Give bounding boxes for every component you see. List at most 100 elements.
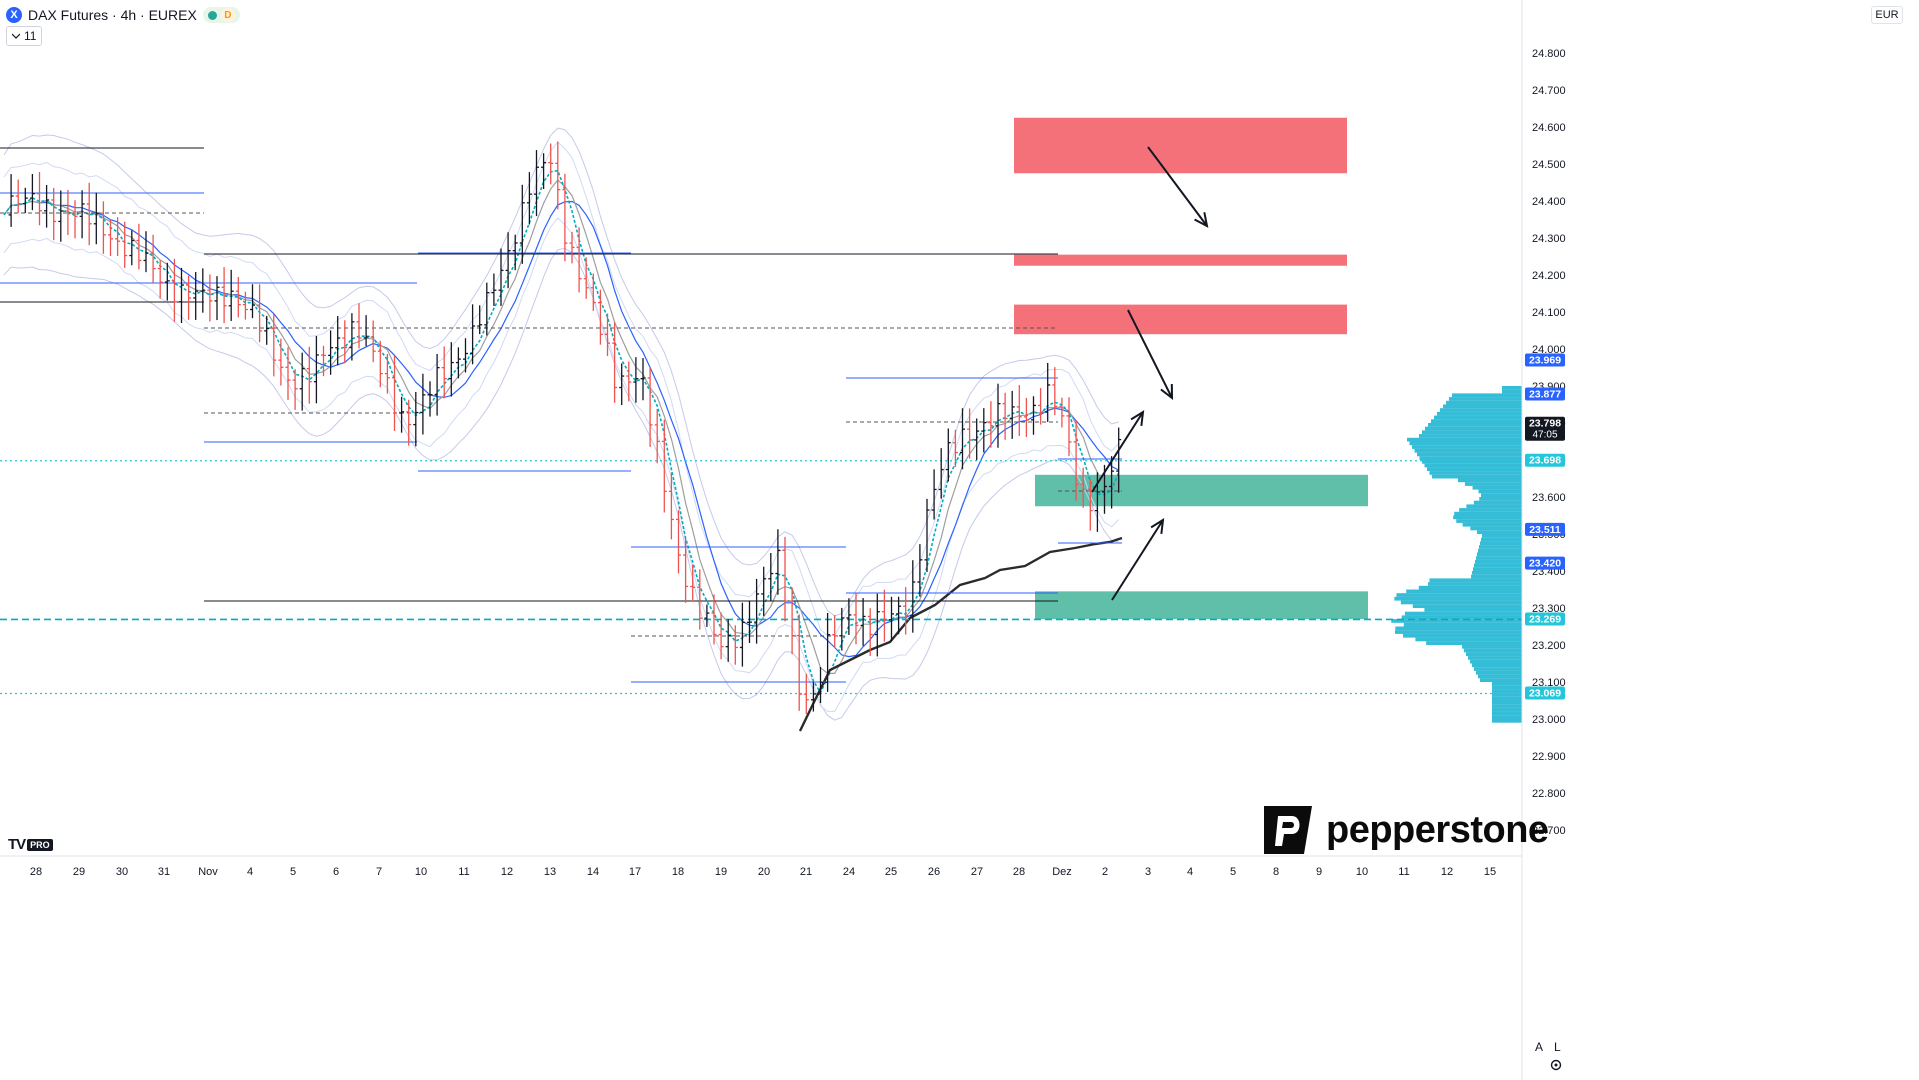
volume-bar (1418, 585, 1522, 590)
volume-bar (1425, 426, 1522, 431)
indicators-count: 11 (24, 29, 37, 43)
volume-bar (1474, 563, 1522, 568)
volume-bar (1432, 474, 1522, 479)
volume-bar (1422, 460, 1522, 464)
projection-arrow (1091, 411, 1144, 493)
volume-bar (1396, 593, 1522, 597)
volume-bar (1428, 582, 1522, 586)
volume-bar (1476, 556, 1522, 560)
date-tick-label: 28 (1013, 866, 1025, 878)
arrow-head (1194, 212, 1209, 228)
market-status[interactable]: D (202, 7, 240, 23)
volume-bar (1429, 578, 1522, 583)
date-tick-label: 18 (672, 866, 684, 878)
log-scale-button[interactable]: L (1554, 1040, 1561, 1054)
volume-bar (1414, 448, 1522, 453)
chart-title[interactable]: DAX Futures · 4h · EUREX (28, 7, 197, 23)
currency-button[interactable]: EUR (1871, 6, 1903, 24)
volume-bar (1443, 404, 1522, 409)
date-tick-label: 26 (928, 866, 940, 878)
volume-bar (1466, 652, 1522, 657)
volume-bar (1456, 519, 1522, 523)
auto-scale-button[interactable]: A (1535, 1040, 1544, 1054)
volume-bar (1468, 656, 1522, 660)
volume-bar (1437, 411, 1522, 416)
price-badge-label: 23.798 (1529, 418, 1561, 430)
date-tick-label: 29 (73, 866, 85, 878)
symbol-icon[interactable]: X (6, 7, 22, 23)
date-tick-label: 10 (415, 866, 427, 878)
price-badge-label: 23.511 (1529, 524, 1561, 536)
price-tick-label: 24.100 (1532, 307, 1566, 319)
supply-zone (1014, 254, 1347, 266)
gear-icon[interactable] (1549, 1058, 1563, 1072)
volume-bar (1470, 526, 1522, 531)
bollinger-inner-lower (3, 217, 1120, 712)
volume-bar (1412, 604, 1522, 608)
volume-bar (1471, 574, 1522, 579)
volume-bar (1492, 715, 1522, 719)
volume-bar (1492, 700, 1522, 705)
price-badge-label: 23.420 (1529, 558, 1561, 570)
price-tick-label: 24.300 (1532, 233, 1566, 245)
price-badge (1525, 453, 1565, 467)
price-tick-label: 24.500 (1532, 159, 1566, 171)
volume-bar (1449, 397, 1522, 401)
price-tick-label: 22.900 (1532, 751, 1566, 763)
volume-bar (1391, 619, 1522, 623)
volume-bar (1502, 386, 1522, 390)
volume-bar (1402, 633, 1522, 638)
date-tick-label: 31 (158, 866, 170, 878)
volume-bar (1394, 596, 1522, 601)
volume-bar (1419, 456, 1522, 460)
price-tick-label: 23.200 (1532, 640, 1566, 652)
price-tick-label: 23.600 (1532, 492, 1566, 504)
price-axis: 24.800 24.700 24.600 24.500 24.400 24.300 24.2… (0, 0, 1566, 1080)
volume-bar (1470, 659, 1522, 664)
price-badge (1525, 686, 1565, 700)
volume-bar (1406, 589, 1522, 594)
price-badge (1525, 353, 1565, 367)
pepperstone-logo: pepperstone (1260, 800, 1549, 860)
price-badge (1525, 522, 1565, 536)
volume-bar (1462, 645, 1522, 649)
price-tick-label: 22.800 (1532, 788, 1566, 800)
volume-bar (1481, 537, 1522, 542)
volume-bar (1407, 437, 1522, 442)
price-tick-label: 24.200 (1532, 270, 1566, 282)
volume-bar (1502, 389, 1522, 394)
projection-arrow (1147, 146, 1208, 227)
candles (8, 141, 1122, 715)
bollinger-inner-upper (3, 141, 1120, 636)
tv-logo-mark: TV (8, 836, 26, 853)
supply-zone (1014, 304, 1347, 335)
price-badge-label: 23.698 (1529, 455, 1561, 467)
date-tick-label: 9 (1316, 866, 1322, 878)
bollinger-outer-upper (3, 127, 1119, 617)
zones-layer (1014, 117, 1368, 620)
time-axis: 28 29 30 31 Nov 4 5 6 7 10 11 12 13 14 17 18 19 20 21 24 25 2… (30, 866, 1496, 878)
date-tick-label: 7 (376, 866, 382, 878)
volume-bar (1464, 648, 1522, 653)
volume-bar (1472, 571, 1522, 575)
ma-blue-slow (3, 200, 1119, 658)
volume-bar (1476, 530, 1522, 534)
volume-bar (1472, 663, 1522, 668)
price-badge-label: 23.877 (1529, 389, 1561, 401)
indicators-toggle[interactable]: 11 (6, 26, 43, 46)
price-tick-label: 24.000 (1532, 344, 1566, 356)
date-tick-label: 20 (758, 866, 770, 878)
price-badge (1525, 416, 1565, 441)
level-lines (0, 147, 1522, 695)
volume-bar (1480, 493, 1522, 497)
projection-arrow (1127, 309, 1173, 399)
volume-bar (1492, 693, 1522, 697)
arrow-head (1150, 518, 1165, 535)
date-tick-label: 19 (715, 866, 727, 878)
bollinger-outer-lower (3, 247, 1119, 721)
tradingview-logo[interactable]: TV PRO (8, 836, 53, 853)
date-tick-label: 25 (885, 866, 897, 878)
chevron-down-icon (12, 33, 20, 39)
